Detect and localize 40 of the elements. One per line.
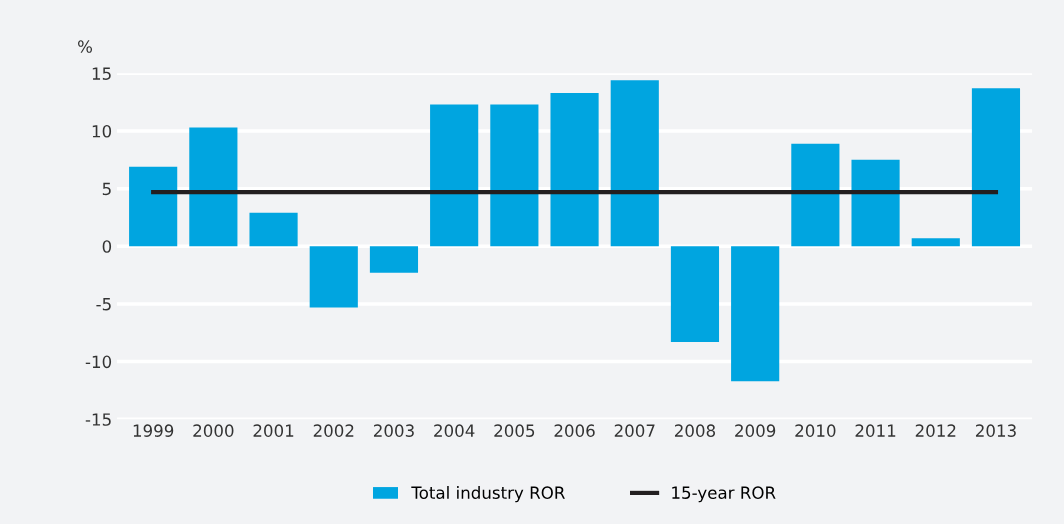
bar xyxy=(369,246,419,273)
bar xyxy=(430,104,479,247)
bar xyxy=(550,92,599,247)
bar xyxy=(490,104,539,247)
x-tick-label: 2012 xyxy=(915,424,956,437)
x-tick-label: 2002 xyxy=(313,424,354,437)
x-tick-label: 2000 xyxy=(193,424,234,437)
x-tick-label: 2011 xyxy=(855,424,896,437)
y-tick-label: 10 xyxy=(92,124,112,138)
y-tick-label: 5 xyxy=(102,182,111,196)
y-axis-title: % xyxy=(78,40,93,53)
y-tick-label: -10 xyxy=(85,355,112,369)
bar xyxy=(129,166,178,247)
legend-label: 15-year ROR xyxy=(672,486,776,503)
bar xyxy=(309,246,358,308)
x-tick-label: 2009 xyxy=(735,424,776,437)
y-tick-label: 15 xyxy=(92,67,111,80)
bar xyxy=(249,212,298,247)
x-tick-label: 2010 xyxy=(795,424,836,437)
bar xyxy=(189,127,238,247)
bar xyxy=(670,246,720,342)
x-tick-label: 2005 xyxy=(494,424,535,437)
x-tick-label: 2004 xyxy=(434,424,475,437)
bar xyxy=(851,159,900,247)
x-tick-label: 1999 xyxy=(133,424,174,437)
bar xyxy=(971,88,1021,247)
bar xyxy=(731,246,780,382)
bar xyxy=(791,143,840,247)
y-tick-label: 0 xyxy=(102,240,112,253)
x-tick-label: 2013 xyxy=(975,424,1016,437)
y-tick-label: -5 xyxy=(96,298,111,311)
x-tick-label: 2003 xyxy=(373,424,414,437)
x-tick-label: 2007 xyxy=(614,424,655,437)
x-tick-label: 2001 xyxy=(253,424,294,437)
bar xyxy=(911,238,960,247)
x-tick-label: 2006 xyxy=(554,424,595,437)
x-tick-label: 2008 xyxy=(674,424,716,437)
y-tick-label: -15 xyxy=(85,413,111,426)
bar xyxy=(610,80,659,247)
legend-label: Total industry ROR xyxy=(411,486,565,503)
